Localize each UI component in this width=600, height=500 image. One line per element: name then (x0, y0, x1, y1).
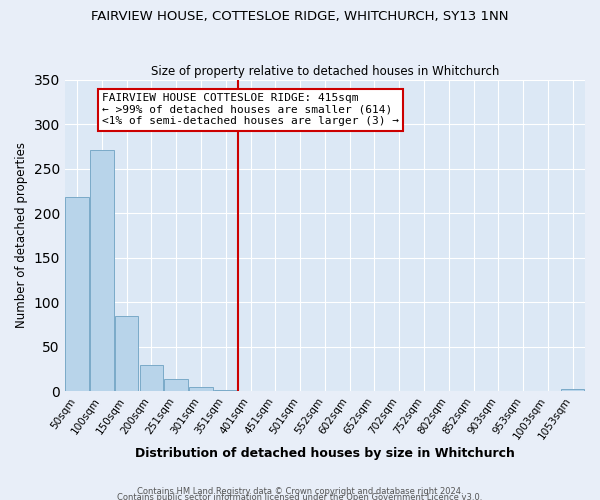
Y-axis label: Number of detached properties: Number of detached properties (15, 142, 28, 328)
Bar (189, 388, 213, 391)
Text: Contains public sector information licensed under the Open Government Licence v3: Contains public sector information licen… (118, 492, 482, 500)
Bar (140, 365, 163, 391)
X-axis label: Distribution of detached houses by size in Whitchurch: Distribution of detached houses by size … (135, 447, 515, 460)
Bar (561, 389, 584, 391)
Title: Size of property relative to detached houses in Whitchurch: Size of property relative to detached ho… (151, 66, 499, 78)
Bar (90, 150, 114, 391)
Bar (115, 316, 139, 391)
Text: FAIRVIEW HOUSE COTTESLOE RIDGE: 415sqm
← >99% of detached houses are smaller (61: FAIRVIEW HOUSE COTTESLOE RIDGE: 415sqm ←… (102, 93, 399, 126)
Text: Contains HM Land Registry data © Crown copyright and database right 2024.: Contains HM Land Registry data © Crown c… (137, 486, 463, 496)
Text: FAIRVIEW HOUSE, COTTESLOE RIDGE, WHITCHURCH, SY13 1NN: FAIRVIEW HOUSE, COTTESLOE RIDGE, WHITCHU… (91, 10, 509, 23)
Bar (164, 378, 188, 391)
Bar (214, 390, 238, 391)
Bar (65, 197, 89, 391)
